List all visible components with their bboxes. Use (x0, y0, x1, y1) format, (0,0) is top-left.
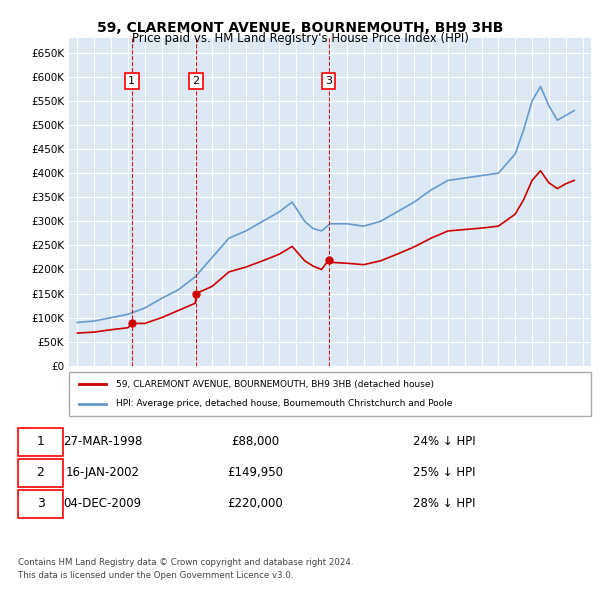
Text: 3: 3 (37, 497, 44, 510)
Text: 27-MAR-1998: 27-MAR-1998 (63, 435, 142, 448)
Text: This data is licensed under the Open Government Licence v3.0.: This data is licensed under the Open Gov… (18, 571, 293, 580)
Text: £220,000: £220,000 (227, 497, 283, 510)
Text: 2: 2 (37, 466, 44, 479)
Text: £149,950: £149,950 (227, 466, 283, 479)
Text: 24% ↓ HPI: 24% ↓ HPI (413, 435, 475, 448)
Text: HPI: Average price, detached house, Bournemouth Christchurch and Poole: HPI: Average price, detached house, Bour… (116, 399, 452, 408)
FancyBboxPatch shape (18, 428, 63, 456)
FancyBboxPatch shape (69, 372, 591, 416)
Text: 1: 1 (37, 435, 44, 448)
Text: 25% ↓ HPI: 25% ↓ HPI (413, 466, 475, 479)
Text: 1: 1 (128, 76, 136, 86)
Text: 59, CLAREMONT AVENUE, BOURNEMOUTH, BH9 3HB (detached house): 59, CLAREMONT AVENUE, BOURNEMOUTH, BH9 3… (116, 379, 434, 389)
Text: Contains HM Land Registry data © Crown copyright and database right 2024.: Contains HM Land Registry data © Crown c… (18, 558, 353, 566)
Text: 3: 3 (325, 76, 332, 86)
FancyBboxPatch shape (18, 459, 63, 487)
Text: 16-JAN-2002: 16-JAN-2002 (65, 466, 140, 479)
Text: £88,000: £88,000 (231, 435, 279, 448)
Text: 2: 2 (193, 76, 200, 86)
Text: 04-DEC-2009: 04-DEC-2009 (64, 497, 142, 510)
FancyBboxPatch shape (18, 490, 63, 518)
Text: 28% ↓ HPI: 28% ↓ HPI (413, 497, 475, 510)
Text: Price paid vs. HM Land Registry's House Price Index (HPI): Price paid vs. HM Land Registry's House … (131, 32, 469, 45)
Text: 59, CLAREMONT AVENUE, BOURNEMOUTH, BH9 3HB: 59, CLAREMONT AVENUE, BOURNEMOUTH, BH9 3… (97, 21, 503, 35)
